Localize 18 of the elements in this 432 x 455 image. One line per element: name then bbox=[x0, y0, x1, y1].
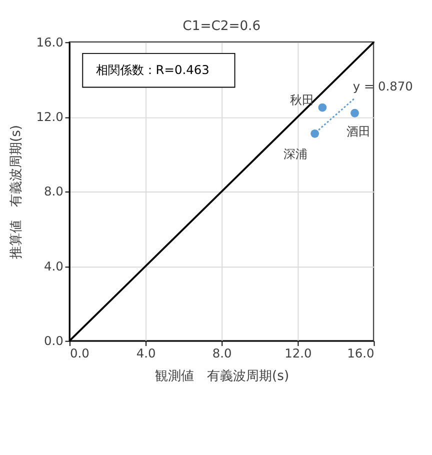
annotation: 相関係数：R=0.463 bbox=[96, 63, 210, 78]
annotation: y = 0.870 bbox=[352, 80, 413, 94]
x-tick-label: 4.0 bbox=[136, 346, 156, 360]
y-tick-label: 16.0 bbox=[36, 35, 64, 50]
annotation: 秋田 bbox=[290, 92, 314, 107]
y-tick-label: 12.0 bbox=[36, 110, 64, 124]
x-axis-title: 観測値 有義波周期(s) bbox=[155, 368, 290, 384]
annotation: 深浦 bbox=[283, 147, 308, 162]
x-tick-label: 8.0 bbox=[212, 346, 232, 360]
y-tick-label: 0.0 bbox=[44, 334, 64, 348]
x-tick-label: 12.0 bbox=[284, 346, 312, 360]
x-tick-label: 0.0 bbox=[70, 346, 90, 360]
y-tick-label: 8.0 bbox=[44, 184, 64, 199]
x-tick-label: 16.0 bbox=[347, 346, 374, 360]
y-tick-label: 4.0 bbox=[44, 259, 64, 274]
y-axis-title: 推算値 有義波周期(s) bbox=[9, 124, 24, 260]
chart-title: C1=C2=0.6 bbox=[182, 18, 261, 34]
annotation: 酒田 bbox=[346, 124, 371, 139]
